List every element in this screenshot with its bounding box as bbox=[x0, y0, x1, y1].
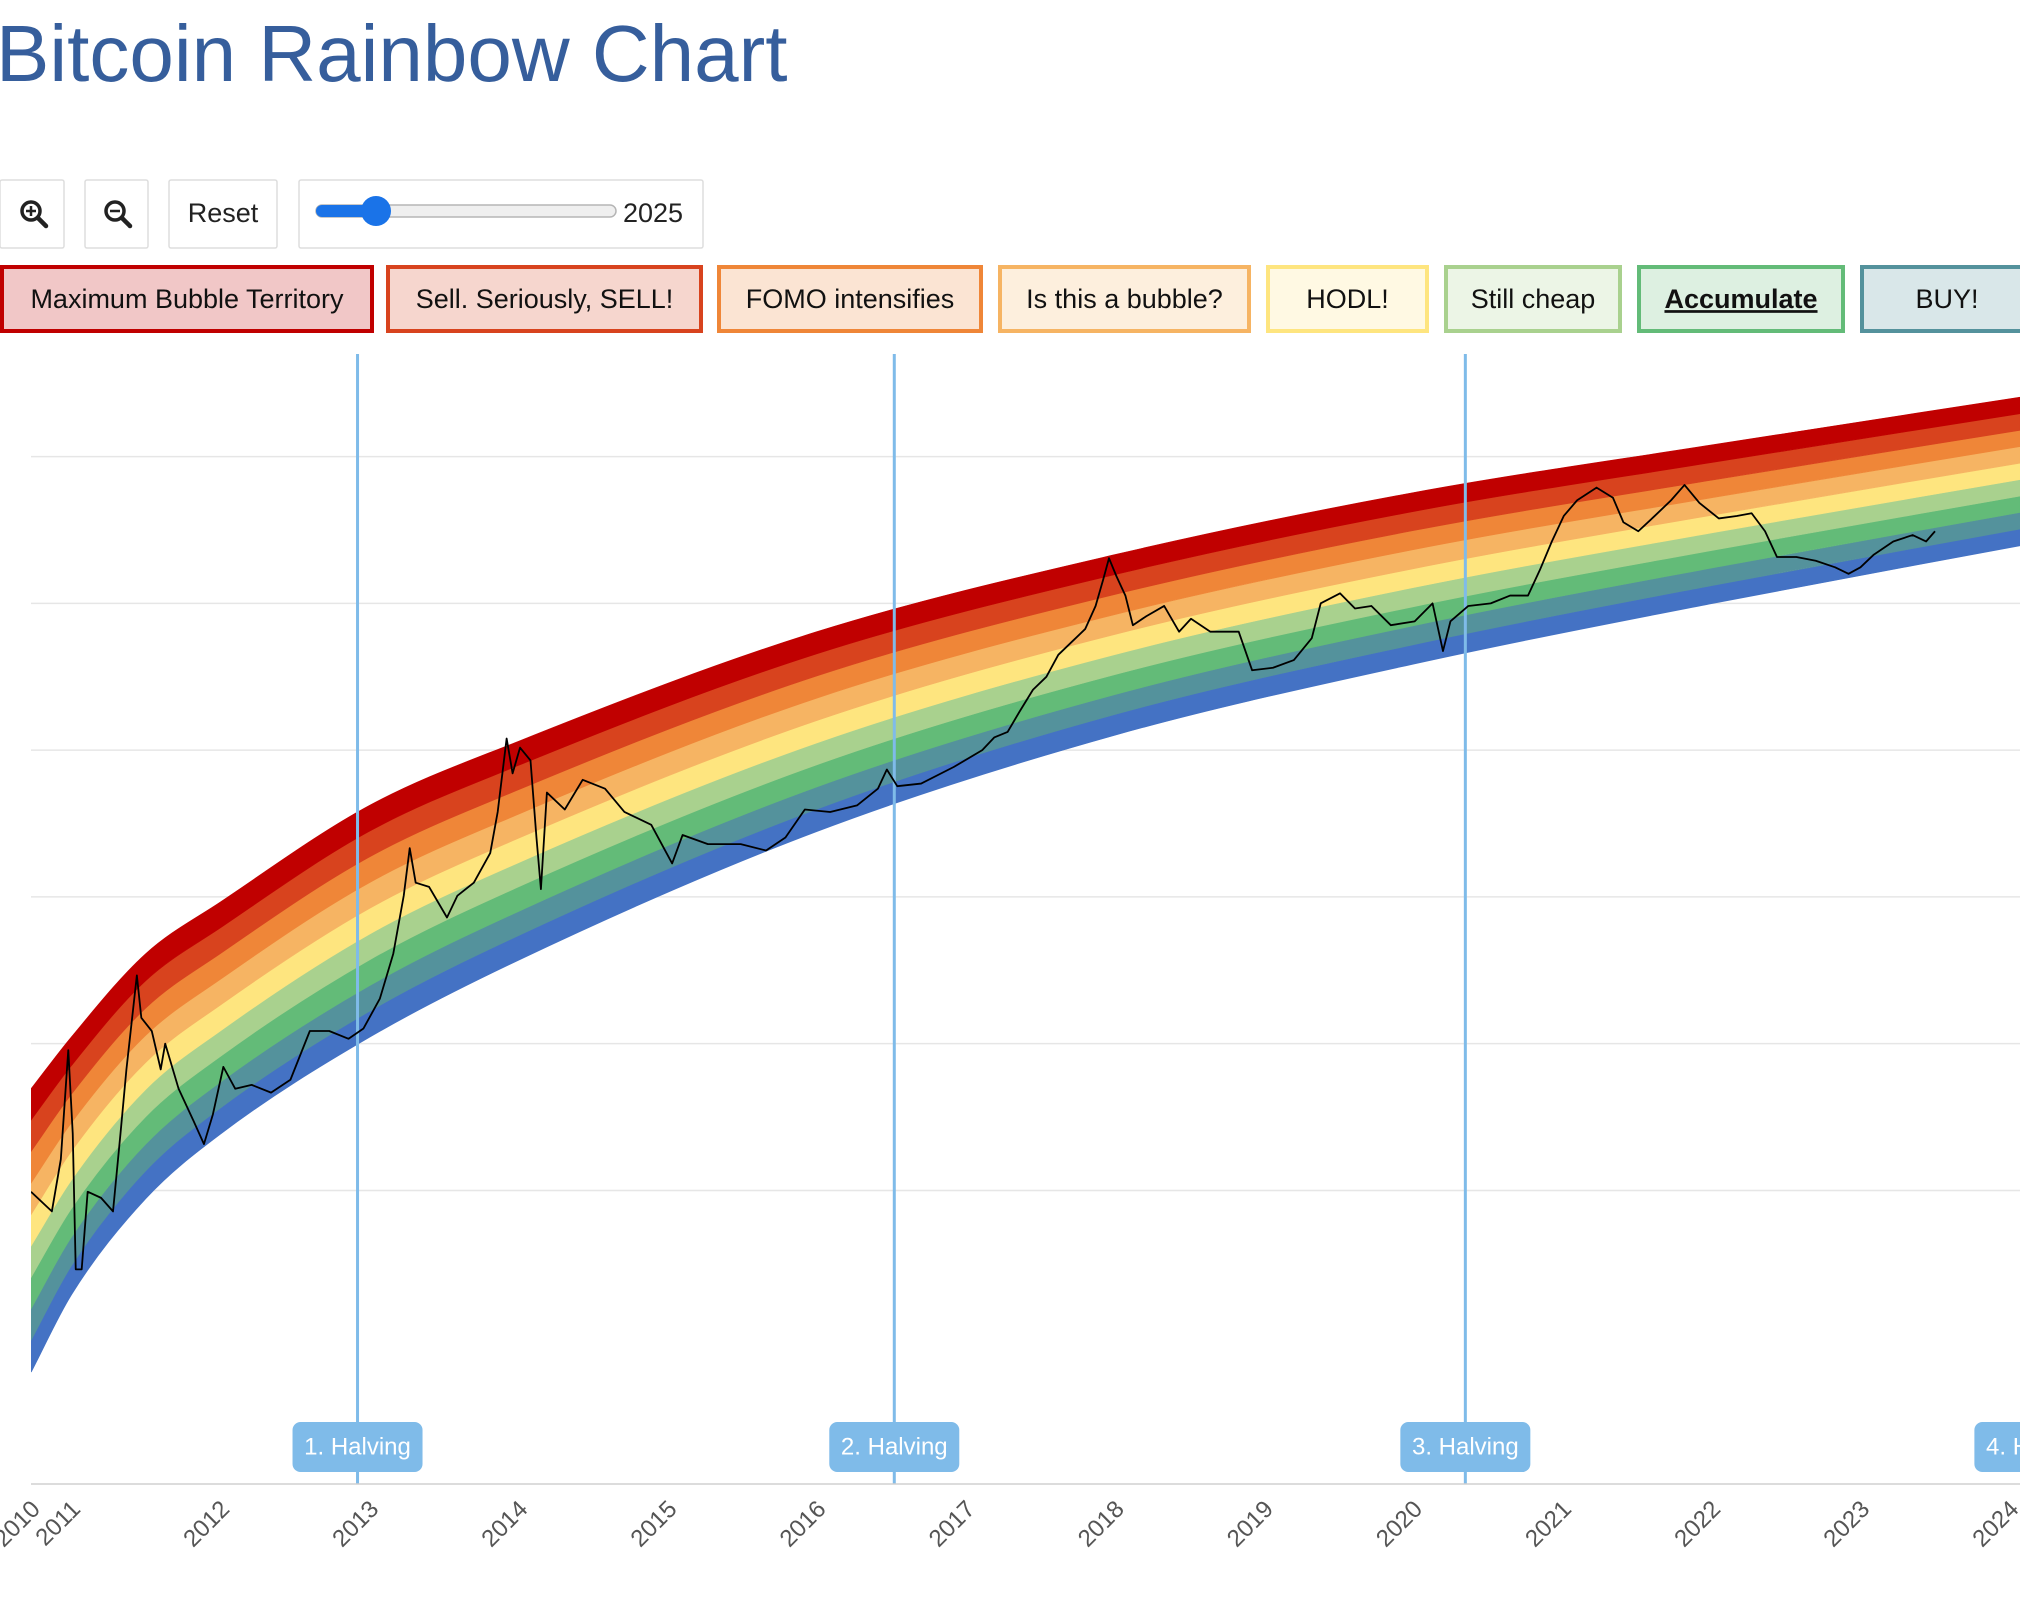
legend-button-border bbox=[1266, 265, 1429, 333]
legend-label: Accumulate bbox=[1664, 284, 1817, 314]
zoom-out-button[interactable] bbox=[84, 179, 149, 249]
x-tick-label: 2023 bbox=[1818, 1496, 1875, 1553]
legend-button-border bbox=[386, 265, 703, 333]
halving-label-box bbox=[829, 1422, 960, 1472]
slider-value: 2025 bbox=[623, 198, 683, 228]
legend-button[interactable]: Is this a bubble? bbox=[998, 265, 1251, 333]
legend-label: HODL! bbox=[1306, 284, 1389, 314]
page-title: Bitcoin Rainbow Chart bbox=[0, 9, 787, 98]
x-tick-label: 2015 bbox=[626, 1496, 683, 1553]
halving-label: 3. Halving bbox=[1412, 1433, 1519, 1460]
halving-label-box bbox=[1400, 1422, 1531, 1472]
x-tick-label: 2024 bbox=[1967, 1496, 2020, 1553]
legend: Maximum Bubble Territory Sell. Seriously,… bbox=[0, 265, 2020, 333]
legend-label: Still cheap bbox=[1471, 284, 1596, 314]
reset-label: Reset bbox=[188, 198, 259, 228]
rainbow-bands bbox=[31, 396, 2020, 1373]
legend-label: Sell. Seriously, SELL! bbox=[416, 284, 674, 314]
rainbow-band bbox=[31, 396, 2020, 1121]
legend-button[interactable]: Sell. Seriously, SELL! bbox=[386, 265, 703, 333]
legend-label: FOMO intensifies bbox=[746, 284, 955, 314]
x-tick-label: 2012 bbox=[178, 1496, 235, 1553]
legend-button-box bbox=[1639, 267, 1843, 331]
legend-button-border bbox=[1860, 265, 2020, 333]
x-tick-label: 2022 bbox=[1669, 1496, 1726, 1553]
legend-button-box bbox=[1000, 267, 1249, 331]
legend-label: Is this a bubble? bbox=[1026, 284, 1223, 314]
x-tick-label: 2013 bbox=[327, 1496, 384, 1553]
x-tick-label: 2020 bbox=[1371, 1496, 1428, 1553]
legend-button[interactable]: BUY! bbox=[1860, 265, 2020, 333]
reset-button[interactable]: Reset bbox=[168, 179, 278, 249]
x-tick-label: 2016 bbox=[775, 1496, 832, 1553]
legend-button-box bbox=[388, 267, 701, 331]
legend-button-box bbox=[719, 267, 981, 331]
x-tick-label: 2011 bbox=[30, 1496, 86, 1552]
halving-label: 1. Halving bbox=[304, 1433, 411, 1460]
legend-button-box bbox=[2, 267, 372, 331]
legend-button[interactable]: FOMO intensifies bbox=[717, 265, 983, 333]
halving-label-box bbox=[292, 1422, 423, 1472]
halvings: 1. Halving 2. Halving 3. Halving 4. Halving bbox=[292, 354, 2020, 1484]
price-line bbox=[31, 484, 1936, 1271]
legend-button[interactable]: Accumulate bbox=[1637, 265, 1845, 333]
legend-button-box bbox=[1268, 267, 1427, 331]
legend-label: BUY! bbox=[1915, 284, 1978, 314]
legend-label: Maximum Bubble Territory bbox=[30, 284, 344, 314]
halving-label: 2. Halving bbox=[841, 1433, 948, 1460]
legend-button-border bbox=[1444, 265, 1622, 333]
band-floor bbox=[31, 544, 2020, 1373]
year-slider[interactable]: 2025 bbox=[298, 179, 704, 249]
legend-button[interactable]: Still cheap bbox=[1444, 265, 1622, 333]
x-tick-label: 2021 bbox=[1520, 1496, 1577, 1553]
legend-button[interactable]: Maximum Bubble Territory bbox=[0, 265, 374, 333]
price-line-layer bbox=[31, 484, 1936, 1271]
halving-label: 4. Halving bbox=[1986, 1433, 2020, 1460]
x-tick-label: 2017 bbox=[924, 1496, 981, 1553]
x-tick-label: 2014 bbox=[476, 1496, 533, 1553]
legend-button-box bbox=[1862, 267, 2020, 331]
halving-label-box bbox=[1974, 1422, 2020, 1472]
legend-button-border bbox=[1637, 265, 1845, 333]
legend-button-border bbox=[0, 265, 374, 333]
x-tick-label: 2018 bbox=[1073, 1496, 1130, 1553]
legend-button-border bbox=[998, 265, 1251, 333]
legend-button-box bbox=[1446, 267, 1620, 331]
legend-button-border bbox=[717, 265, 983, 333]
zoom-in-button[interactable] bbox=[0, 179, 65, 249]
x-tick-label: 2019 bbox=[1222, 1496, 1279, 1553]
legend-button[interactable]: HODL! bbox=[1266, 265, 1429, 333]
